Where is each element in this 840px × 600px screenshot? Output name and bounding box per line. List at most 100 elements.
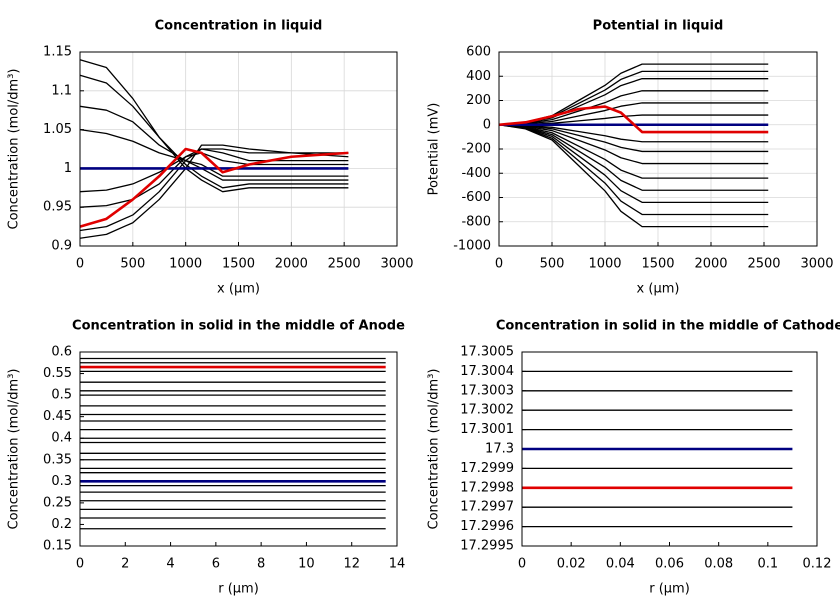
y-tick-label: -200 [461, 142, 491, 157]
x-tick-label: 2 [121, 557, 129, 572]
y-tick-label: 0.25 [43, 495, 72, 510]
series-line [79, 128, 349, 177]
x-tick-label: 1000 [588, 257, 621, 272]
x-tick-label: 0.04 [606, 557, 635, 572]
x-tick-label: 8 [257, 557, 265, 572]
x-tick-label: 0.06 [655, 557, 684, 572]
y-tick-label: 0.6 [51, 345, 72, 360]
chart-title: Potential in liquid [593, 19, 724, 34]
y-tick-label: 0.55 [43, 366, 72, 381]
y-tick-label: 17.2997 [460, 500, 514, 515]
x-axis-label: x (μm) [637, 282, 680, 297]
plot-frame [521, 351, 818, 547]
series-line [498, 124, 769, 203]
y-tick-label: 200 [466, 93, 491, 108]
x-axis-label: r (μm) [649, 582, 690, 597]
series-line [79, 144, 349, 239]
y-tick-label: 400 [466, 69, 491, 84]
plot-frame [498, 51, 818, 247]
y-axis-label: Concentration (mol/dm³) [7, 69, 22, 230]
series-line [79, 148, 349, 232]
plot: 0 500 1000 1500 2000 2500 3000-1000-800-600-40… [427, 19, 834, 297]
chart-title: Concentration in solid in the middle of … [72, 319, 405, 334]
y-tick-label: 600 [466, 45, 491, 60]
y-tick-label: 0.45 [43, 409, 72, 424]
y-tick-label: 17.3002 [460, 403, 514, 418]
y-tick-label: 1.15 [43, 45, 72, 60]
x-axis-label: r (μm) [218, 582, 259, 597]
series-line [498, 124, 769, 165]
x-tick-label: 0.02 [557, 557, 586, 572]
x-tick-label: 10 [298, 557, 315, 572]
y-tick-label: 0.35 [43, 452, 72, 467]
x-tick-label: 2500 [747, 257, 780, 272]
series-line [79, 105, 349, 181]
x-tick-label: 4 [166, 557, 174, 572]
y-tick-label: -1000 [453, 239, 491, 254]
x-tick-label: 14 [389, 557, 406, 572]
x-tick-label: 0.08 [704, 557, 733, 572]
series-line [498, 124, 769, 191]
series-line [498, 124, 769, 153]
x-tick-label: 1500 [222, 257, 255, 272]
x-tick-label: 3000 [380, 257, 413, 272]
y-tick-label: -800 [461, 214, 491, 229]
y-tick-label: 0.4 [51, 431, 72, 446]
y-tick-label: -400 [461, 166, 491, 181]
x-tick-label: 0 [495, 257, 503, 272]
plot: 0 2 4 6 8 10 12 14 0.15 0.2 0.25 0.3 0.35 0.4 0.45 0.5 0… [7, 319, 406, 597]
series-line [79, 152, 349, 193]
x-tick-label: 2000 [275, 257, 308, 272]
y-tick-label: 17.3004 [460, 364, 514, 379]
x-tick-label: 2000 [694, 257, 727, 272]
y-tick-label: 1.1 [51, 83, 72, 98]
y-tick-label: 17.2999 [460, 461, 514, 476]
x-tick-label: 0 [518, 557, 526, 572]
y-axis-label: Concentration (mol/dm³) [427, 369, 442, 530]
series-line [498, 90, 769, 126]
x-tick-label: 0 [76, 257, 84, 272]
series-line [498, 124, 769, 228]
y-tick-label: 17.3005 [460, 345, 514, 360]
series-line [498, 124, 769, 216]
y-tick-label: 0.15 [43, 539, 72, 554]
series-line [498, 105, 769, 134]
x-tick-label: 500 [540, 257, 565, 272]
series-line [498, 70, 769, 126]
x-tick-label: 0.1 [757, 557, 778, 572]
series-line [79, 74, 349, 189]
y-tick-label: 1.05 [43, 122, 72, 137]
y-tick-label: 0.9 [51, 239, 72, 254]
plot: 0 500 1000 1500 2000 2500 3000 0.9 0.95 1 1.05 1.1 1… [7, 19, 414, 297]
chart-title: Concentration in solid in the middle of … [496, 319, 840, 334]
chart-title: Concentration in liquid [155, 19, 323, 34]
x-tick-label: 3000 [800, 257, 833, 272]
y-tick-label: 0 [483, 117, 491, 132]
series-line [79, 147, 349, 228]
y-tick-label: -600 [461, 190, 491, 205]
y-tick-label: 0.3 [51, 474, 72, 489]
x-tick-label: 12 [343, 557, 360, 572]
y-tick-label: 0.95 [43, 200, 72, 215]
plot-frame [79, 351, 398, 547]
y-tick-label: 0.5 [51, 388, 72, 403]
y-tick-label: 1 [64, 161, 72, 176]
x-axis-label: x (μm) [217, 282, 260, 297]
y-axis-label: Potential (mV) [427, 103, 442, 196]
y-tick-label: 0.2 [51, 517, 72, 532]
y-tick-label: 17.2996 [460, 519, 514, 534]
y-tick-label: 17.2998 [460, 480, 514, 495]
x-tick-label: 1000 [169, 257, 202, 272]
y-axis-label: Concentration (mol/dm³) [7, 369, 22, 530]
x-tick-label: 2500 [328, 257, 361, 272]
x-tick-label: 0 [76, 557, 84, 572]
series-line [79, 59, 349, 193]
series-line [498, 124, 769, 143]
plot: 0 0.02 0.04 0.06 0.08 0.1 0.12 17.2995 17.2996 17… [427, 319, 840, 597]
x-tick-label: 500 [120, 257, 145, 272]
y-tick-label: 17.3001 [460, 422, 514, 437]
x-tick-label: 0.12 [803, 557, 832, 572]
y-tick-label: 17.3003 [460, 383, 514, 398]
x-tick-label: 6 [212, 557, 220, 572]
x-tick-label: 1500 [641, 257, 674, 272]
